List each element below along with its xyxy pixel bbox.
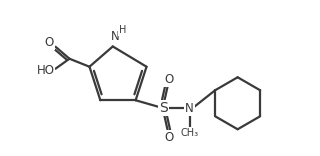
Text: O: O — [164, 73, 173, 86]
Text: N: N — [185, 102, 194, 115]
Text: H: H — [119, 25, 126, 35]
Text: HO: HO — [36, 64, 54, 77]
Text: CH₃: CH₃ — [180, 128, 199, 138]
Text: N: N — [110, 30, 119, 43]
Text: O: O — [45, 36, 54, 49]
Text: S: S — [159, 101, 168, 115]
Text: O: O — [164, 131, 173, 144]
